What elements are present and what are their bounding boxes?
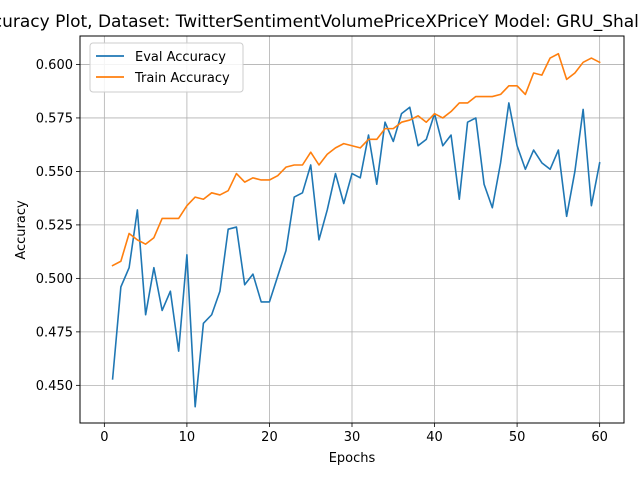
x-tick-label: 10 [179,430,196,445]
x-tick-label: 30 [344,430,361,445]
y-tick-label: 0.525 [36,218,73,233]
chart-title: Accuracy Plot, Dataset: TwitterSentiment… [0,12,640,32]
y-tick-label: 0.600 [36,58,73,73]
x-tick-label: 60 [591,430,608,445]
y-tick-label: 0.475 [36,325,73,340]
legend-label-eval-accuracy: Eval Accuracy [135,50,226,65]
series-lines [111,52,601,408]
y-tick-label: 0.550 [36,165,73,180]
y-axis-label: Accuracy [14,200,29,260]
series-line-eval-accuracy [111,102,601,408]
y-tick-label: 0.500 [36,272,73,287]
x-axis-ticks: 0 10 20 30 40 50 60 [100,423,608,445]
x-tick-label: 20 [261,430,278,445]
legend-label-train-accuracy: Train Accuracy [134,71,230,86]
grid-lines [80,36,624,423]
x-axis-label: Epochs [329,451,376,466]
legend: Eval Accuracy Train Accuracy [89,42,244,93]
y-tick-label: 0.575 [36,111,73,126]
legend-box [89,42,244,93]
x-tick-label: 0 [100,430,108,445]
y-axis-ticks: 0.450 0.475 0.500 0.525 0.550 0.575 0.600 [36,58,80,394]
y-tick-label: 0.450 [36,379,73,394]
x-tick-label: 40 [426,430,443,445]
series-line-train-accuracy [111,52,601,267]
x-tick-label: 50 [509,430,526,445]
